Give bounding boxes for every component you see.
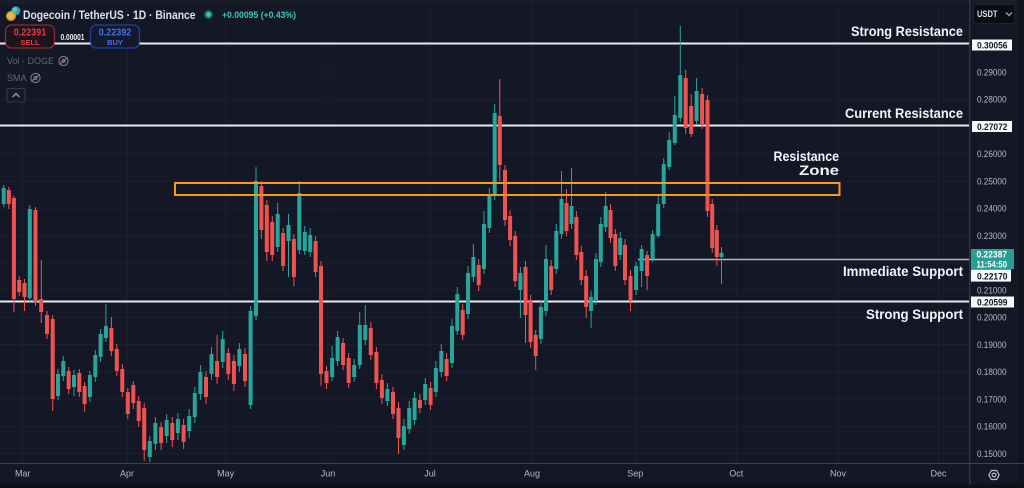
- svg-text:Aug: Aug: [524, 469, 540, 479]
- svg-text:0.22392: 0.22392: [99, 28, 132, 39]
- svg-text:Vol · DOGE: Vol · DOGE: [7, 56, 54, 66]
- svg-text:0.00001: 0.00001: [61, 33, 85, 42]
- svg-text:USDT: USDT: [977, 9, 998, 19]
- svg-text:Dogecoin / TetherUS · 1D · Bin: Dogecoin / TetherUS · 1D · Binance: [23, 10, 196, 22]
- svg-text:Strong Support: Strong Support: [866, 306, 963, 322]
- svg-text:0.19000: 0.19000: [977, 340, 1007, 350]
- svg-text:+0.00095 (+0.43%): +0.00095 (+0.43%): [222, 10, 296, 21]
- svg-text:Sep: Sep: [627, 469, 643, 479]
- svg-text:Current Resistance: Current Resistance: [845, 105, 963, 121]
- svg-text:0.20000: 0.20000: [977, 313, 1007, 323]
- svg-text:0.15000: 0.15000: [977, 449, 1007, 459]
- svg-text:0.26000: 0.26000: [977, 149, 1007, 159]
- svg-text:0.27072: 0.27072: [977, 122, 1008, 132]
- svg-text:Apr: Apr: [120, 469, 134, 479]
- svg-text:Dec: Dec: [930, 469, 947, 479]
- svg-text:Strong Resistance: Strong Resistance: [851, 23, 963, 39]
- svg-text:Jul: Jul: [424, 469, 436, 479]
- svg-text:0.17000: 0.17000: [977, 394, 1007, 404]
- svg-text:0.23000: 0.23000: [977, 231, 1007, 241]
- svg-text:May: May: [217, 469, 235, 479]
- svg-text:Oct: Oct: [729, 469, 744, 479]
- svg-text:0.25000: 0.25000: [977, 176, 1007, 186]
- svg-text:Immediate Support: Immediate Support: [843, 263, 963, 279]
- svg-text:Resistance: Resistance: [774, 148, 840, 164]
- svg-text:SMA: SMA: [7, 73, 27, 83]
- svg-text:0.16000: 0.16000: [977, 422, 1007, 432]
- svg-text:0.30056: 0.30056: [977, 40, 1008, 50]
- svg-text:Nov: Nov: [830, 469, 847, 479]
- svg-text:Mar: Mar: [15, 469, 31, 479]
- svg-text:0.22387: 0.22387: [977, 250, 1008, 260]
- svg-text:0.22170: 0.22170: [977, 271, 1008, 281]
- svg-text:0.28000: 0.28000: [977, 95, 1007, 105]
- svg-text:0.18000: 0.18000: [977, 367, 1007, 377]
- svg-text:BUY: BUY: [107, 38, 123, 47]
- svg-text:0.24000: 0.24000: [977, 204, 1007, 214]
- svg-text:0.22391: 0.22391: [14, 28, 47, 39]
- svg-text:SELL: SELL: [20, 38, 40, 47]
- svg-text:0.29000: 0.29000: [977, 67, 1007, 77]
- svg-text:Jun: Jun: [321, 469, 336, 479]
- svg-text:0.20599: 0.20599: [977, 297, 1008, 307]
- svg-text:0.21000: 0.21000: [977, 285, 1007, 295]
- svg-text:Zone: Zone: [799, 162, 839, 178]
- svg-text:11:54:50: 11:54:50: [977, 259, 1008, 269]
